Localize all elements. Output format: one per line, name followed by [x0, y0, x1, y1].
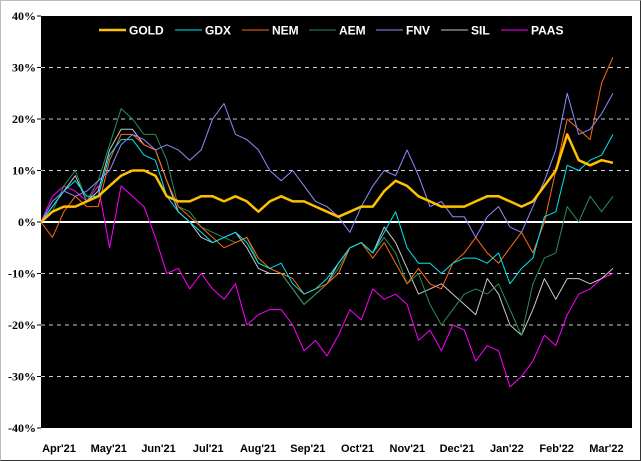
x-tick-label: May'21	[91, 443, 127, 455]
y-tick-label: -10%	[8, 267, 36, 281]
legend-label-aem: AEM	[339, 24, 366, 38]
y-tick-label: -40%	[8, 421, 36, 435]
x-tick-label: Oct'21	[341, 443, 374, 455]
legend-label-fnv: FNV	[406, 24, 430, 38]
series-line-fnv	[40, 92, 614, 238]
series-line-gold	[40, 133, 614, 223]
x-tick-label: Aug'21	[240, 443, 276, 455]
y-tick-label: 40%	[12, 9, 36, 23]
series-line-gdx	[40, 134, 614, 295]
legend-label-paas: PAAS	[531, 24, 563, 38]
x-tick-label: Jun'21	[141, 443, 175, 455]
y-tick-label: 10%	[12, 164, 36, 178]
x-tick-label: Apr'21	[42, 443, 76, 455]
y-tick-label: -20%	[8, 318, 36, 332]
x-tick-label: Sep'21	[290, 443, 325, 455]
y-tick-label: 0%	[18, 215, 36, 229]
legend-label-gdx: GDX	[205, 24, 231, 38]
legend-label-sil: SIL	[471, 24, 490, 38]
x-tick-label: Dec'21	[440, 443, 475, 455]
x-tick-label: Mar'22	[589, 443, 623, 455]
legend-label-gold: GOLD	[129, 24, 164, 38]
legend-label-nem: NEM	[272, 24, 299, 38]
series-line-paas	[40, 185, 614, 388]
x-tick-label: Jan'22	[490, 443, 524, 455]
y-tick-label: -30%	[8, 370, 36, 384]
x-axis-ticks: Apr'21 May'21 Jun'21 Jul'21 Aug'21 Sep'21 Oct'…	[42, 443, 624, 455]
series-lines	[40, 56, 614, 388]
y-tick-label: 20%	[12, 112, 36, 126]
x-tick-label: Feb'22	[539, 443, 573, 455]
y-tick-label: 30%	[12, 61, 36, 75]
legend: GOLD GDX NEM AEM FNV SIL PAAS	[99, 24, 563, 38]
x-tick-label: Nov'21	[390, 443, 426, 455]
x-tick-label: Jul'21	[193, 443, 224, 455]
y-axis-ticks: 40% 30% 20% 10% 0% -10% -20% -30% -40%	[8, 9, 41, 435]
series-line-nem	[40, 56, 614, 295]
